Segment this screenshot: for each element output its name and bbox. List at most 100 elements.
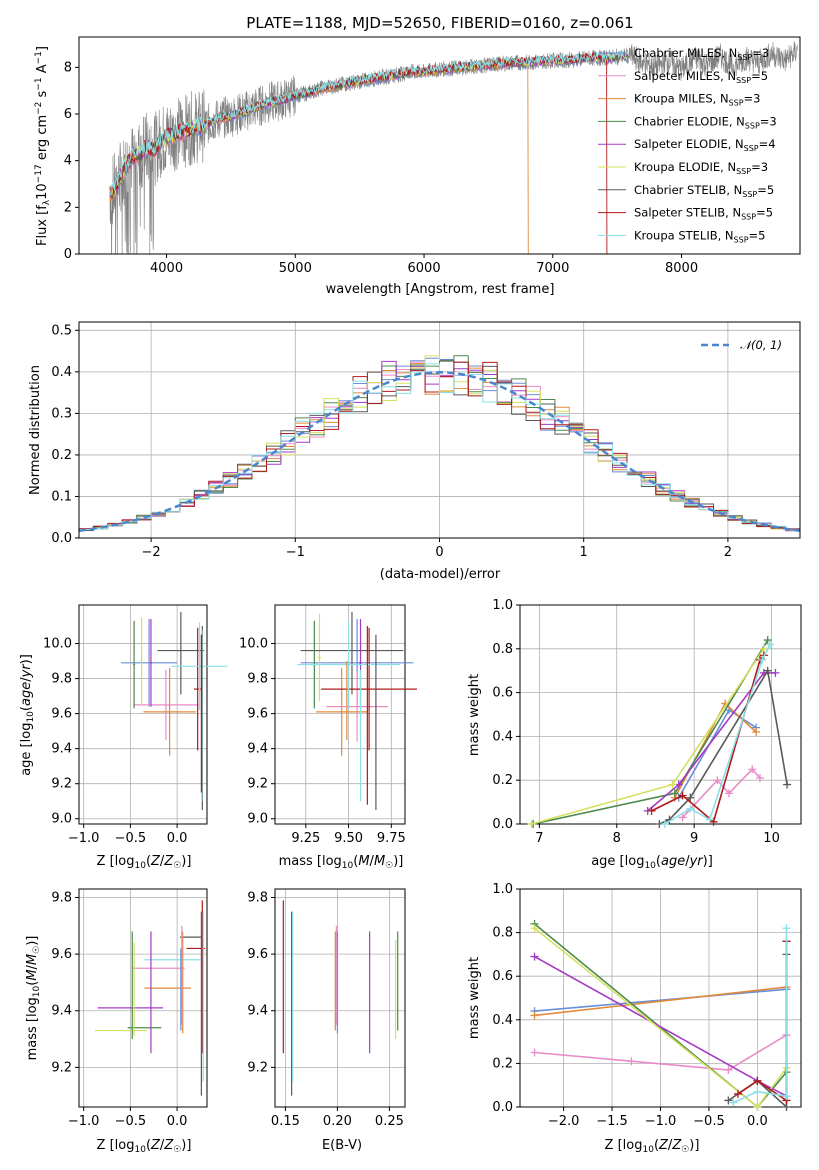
z-weight-xtick-label: −2.0: [548, 1114, 580, 1129]
spectrum-xtick-label: 5000: [279, 261, 312, 276]
z-age-ytick-label: 9.4: [51, 742, 72, 757]
z-age-xtick-label: 0.0: [167, 831, 188, 846]
residual-xtick-label: −2: [142, 545, 161, 560]
z-mass-ytick-label: 9.4: [51, 1004, 72, 1019]
z-mass-panel: −1.0 −0.5 0.0 9.2 9.4 9.6 9.8: [51, 888, 208, 1129]
spectrum-ylabel: Flux [fλ10−17 erg cm−2 s−1 A−1]: [34, 46, 52, 246]
mass-age-ytick-label: 9.6: [247, 707, 268, 722]
age-weight-ytick-label: 0.4: [492, 729, 513, 744]
z-age-panel: −1.0 −0.5 0.0 9.0 9.2 9.4 9.6 9.8 10.0: [43, 604, 208, 846]
spectrum-ytick-label: 8: [64, 60, 72, 75]
z-weight-marker: [729, 1098, 738, 1107]
residual-plot-area: [78, 355, 801, 532]
z-weight-line-9: [732, 928, 788, 1104]
model-spectrum-9: [109, 50, 628, 197]
z-age-ytick-label: 10.0: [43, 637, 72, 652]
ebv-mass-xtick-label: 0.20: [323, 1114, 352, 1129]
mass-age-xtick-label: 9.50: [334, 831, 363, 846]
age-weight-marker: [748, 765, 757, 774]
age-weight-marker: [725, 789, 734, 798]
z-mass-ylabel: mass [log10(M/M☉)]: [25, 936, 42, 1061]
legend-entry-6: Kroupa ELODIE, NSSP=3: [634, 160, 768, 176]
legend-entry-1: Chabrier MILES, NSSP=3: [634, 46, 769, 62]
age-weight-ytick-label: 0.6: [492, 686, 513, 701]
age-weight-marker: [686, 804, 695, 813]
age-weight-xtick-label: 7: [535, 831, 543, 846]
z-age-axes-frame: [78, 604, 208, 825]
age-weight-marker: [678, 813, 687, 822]
z-age-errorbars: [121, 612, 228, 810]
residual-xtick-label: 0: [435, 545, 443, 560]
residual-ytick-label: 0.4: [51, 365, 72, 380]
z-weight-marker: [782, 1092, 791, 1101]
z-weight-marker: [530, 924, 539, 933]
residual-ytick-label: 0.1: [51, 489, 72, 504]
age-weight-marker: [713, 776, 722, 785]
age-weight-marker: [766, 640, 775, 649]
z-weight-ytick-label: 0.8: [492, 926, 513, 941]
ebv-mass-xtick-label: 0.25: [375, 1114, 404, 1129]
mass-age-ytick-label: 9.4: [247, 742, 268, 757]
spectrum-plot-area: [109, 41, 798, 254]
legend-entry-8: Salpeter STELIB, NSSP=5: [634, 206, 773, 222]
age-weight-marker: [755, 774, 764, 783]
age-weight-ytick-label: 0.2: [492, 773, 513, 788]
age-weight-xlabel: age [log10(age/yr)]: [591, 854, 713, 871]
age-weight-marker: [763, 636, 772, 645]
z-age-xtick-label: −0.5: [115, 831, 147, 846]
z-mass-errorbars: [94, 900, 206, 1096]
z-weight-marker: [724, 1065, 733, 1074]
mass-age-errorbars: [297, 612, 417, 810]
age-weight-marker: [660, 820, 669, 828]
figure-title: PLATE=1188, MJD=52650, FIBERID=0160, z=0…: [246, 14, 633, 32]
mass-age-ytick-label: 9.8: [247, 672, 268, 687]
z-weight-xtick-label: −1.0: [645, 1114, 677, 1129]
z-age-xtick-label: −1.0: [68, 831, 100, 846]
z-weight-marker: [530, 1011, 539, 1020]
mass-age-xtick-label: 9.25: [291, 831, 320, 846]
z-mass-xtick-label: 0.0: [167, 1114, 188, 1129]
z-weight-ytick-label: 1.0: [492, 882, 513, 897]
z-weight-marker: [627, 1057, 636, 1066]
z-weight-marker: [753, 1076, 762, 1085]
residual-ytick-label: 0.0: [51, 531, 72, 546]
age-weight-marker: [668, 780, 677, 789]
age-weight-marker: [771, 668, 780, 677]
age-weight-ytick-label: 0.8: [492, 642, 513, 657]
age-weight-marker: [678, 791, 687, 800]
legend-entry-7: Chabrier STELIB, NSSP=5: [634, 183, 774, 199]
mass-age-panel: 9.25 9.50 9.75 9.0 9.2 9.4 9.6 9.8 10.0: [239, 604, 406, 846]
z-mass-axes-frame: [78, 888, 208, 1108]
age-weight-xtick-label: 9: [690, 831, 698, 846]
z-mass-ytick-label: 9.2: [51, 1060, 72, 1075]
residual-ytick-label: 0.5: [51, 323, 72, 338]
parameter-panels: −1.0 −0.5 0.09.09.29.49.69.810.09.25 9.50 9.…: [43, 598, 802, 1129]
mass-age-ytick-label: 10.0: [239, 637, 268, 652]
residual-xtick-label: −1: [286, 545, 305, 560]
z-mass-ytick-label: 9.8: [51, 890, 72, 905]
residual-legend: 𝒩(0, 1): [701, 338, 782, 352]
z-mass-xtick-label: −1.0: [68, 1114, 100, 1129]
z-weight-axes-frame: [519, 888, 802, 1108]
z-age-ytick-label: 9.6: [51, 707, 72, 722]
age-weight-series: [527, 636, 792, 828]
z-weight-marker: [782, 924, 791, 933]
z-mass-ytick-label: 9.6: [51, 947, 72, 962]
spectrum-panel: PLATE=1188, MJD=52650, FIBERID=0160, z=0…: [34, 14, 801, 297]
residual-axes-frame: [78, 321, 801, 539]
residual-panel: −2 −1 0 1 2 0.0 0.1 0.2 0.3 0.4 0.5 (data-model)/e…: [28, 321, 801, 582]
ebv-mass-ytick-label: 9.2: [247, 1060, 268, 1075]
spectrum-legend: Chabrier MILES, NSSP=3 Salpeter MILES, NS…: [598, 46, 777, 244]
age-weight-ylabel: mass weight: [467, 674, 482, 756]
ebv-mass-axes-frame: [274, 888, 406, 1108]
z-weight-series: [530, 919, 791, 1111]
z-weight-xtick-label: −1.5: [596, 1114, 628, 1129]
residual-xtick-label: 1: [580, 545, 588, 560]
legend-entry-3: Kroupa MILES, NSSP=3: [634, 92, 760, 108]
residual-ytick-label: 0.3: [51, 406, 72, 421]
spectrum-ytick-label: 2: [64, 200, 72, 215]
spectrum-xtick-label: 7000: [536, 261, 569, 276]
age-weight-ytick-label: 0.0: [492, 817, 513, 832]
z-mass-xtick-label: −0.5: [115, 1114, 147, 1129]
legend-entry-9: Kroupa STELIB, NSSP=5: [634, 228, 765, 244]
